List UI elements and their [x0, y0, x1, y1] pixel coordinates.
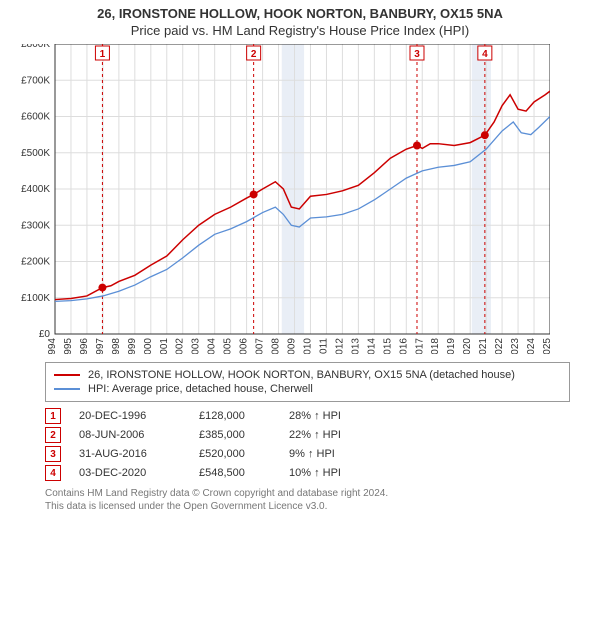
transaction-date: 03-DEC-2020: [79, 467, 199, 479]
transaction-price: £128,000: [199, 410, 289, 422]
transaction-date: 08-JUN-2006: [79, 429, 199, 441]
svg-text:2008: 2008: [271, 338, 282, 354]
transaction-row: 1 20-DEC-1996£128,00028% ↑ HPI: [45, 408, 570, 424]
svg-text:2010: 2010: [302, 338, 313, 354]
transaction-diff: 9% ↑ HPI: [289, 448, 389, 460]
transaction-badge: 2: [45, 427, 61, 443]
chart-area: £0£100K£200K£300K£400K£500K£600K£700K£80…: [10, 44, 590, 354]
chart-title-subtitle: Price paid vs. HM Land Registry's House …: [10, 23, 590, 38]
transaction-row: 3 31-AUG-2016£520,0009% ↑ HPI: [45, 446, 570, 462]
chart-title-address: 26, IRONSTONE HOLLOW, HOOK NORTON, BANBU…: [10, 6, 590, 21]
svg-text:2006: 2006: [239, 338, 250, 354]
transaction-badge: 4: [45, 465, 61, 481]
legend-item-hpi: HPI: Average price, detached house, Cher…: [54, 383, 561, 395]
svg-text:£400K: £400K: [21, 184, 50, 195]
svg-text:£600K: £600K: [21, 112, 50, 123]
svg-text:£800K: £800K: [21, 44, 50, 50]
svg-text:2014: 2014: [366, 338, 377, 354]
transaction-row: 4 03-DEC-2020£548,50010% ↑ HPI: [45, 465, 570, 481]
svg-text:1994: 1994: [47, 338, 58, 354]
svg-text:2000: 2000: [143, 338, 154, 354]
legend-label-hpi: HPI: Average price, detached house, Cher…: [88, 383, 313, 395]
svg-text:2022: 2022: [494, 338, 505, 354]
legend-item-property: 26, IRONSTONE HOLLOW, HOOK NORTON, BANBU…: [54, 369, 561, 381]
transaction-badge: 1: [45, 408, 61, 424]
svg-text:2002: 2002: [175, 338, 186, 354]
svg-text:2004: 2004: [207, 338, 218, 354]
legend-swatch-hpi: [54, 388, 80, 390]
footer-attribution: Contains HM Land Registry data © Crown c…: [45, 487, 570, 513]
svg-text:2025: 2025: [542, 338, 550, 354]
svg-text:2024: 2024: [526, 338, 537, 354]
legend-box: 26, IRONSTONE HOLLOW, HOOK NORTON, BANBU…: [45, 362, 570, 402]
svg-text:£700K: £700K: [21, 75, 50, 86]
svg-text:2023: 2023: [510, 338, 521, 354]
svg-text:2007: 2007: [255, 338, 266, 354]
svg-text:2005: 2005: [223, 338, 234, 354]
svg-text:2016: 2016: [398, 338, 409, 354]
footer-line1: Contains HM Land Registry data © Crown c…: [45, 487, 570, 500]
transaction-price: £548,500: [199, 467, 289, 479]
svg-text:2021: 2021: [478, 338, 489, 354]
svg-text:2015: 2015: [382, 338, 393, 354]
svg-text:1996: 1996: [79, 338, 90, 354]
svg-text:£100K: £100K: [21, 293, 50, 304]
svg-text:2003: 2003: [191, 338, 202, 354]
svg-text:2012: 2012: [334, 338, 345, 354]
svg-text:1999: 1999: [127, 338, 138, 354]
svg-text:4: 4: [482, 49, 488, 60]
transaction-diff: 28% ↑ HPI: [289, 410, 389, 422]
transaction-date: 31-AUG-2016: [79, 448, 199, 460]
svg-text:2013: 2013: [350, 338, 361, 354]
svg-text:2: 2: [251, 49, 257, 60]
legend-swatch-property: [54, 374, 80, 376]
transactions-table: 1 20-DEC-1996£128,00028% ↑ HPI 2 08-JUN-200…: [45, 408, 570, 481]
footer-line2: This data is licensed under the Open Gov…: [45, 500, 570, 513]
legend-label-property: 26, IRONSTONE HOLLOW, HOOK NORTON, BANBU…: [88, 369, 515, 381]
svg-text:3: 3: [414, 49, 420, 60]
transaction-row: 2 08-JUN-2006£385,00022% ↑ HPI: [45, 427, 570, 443]
svg-text:2001: 2001: [159, 338, 170, 354]
svg-text:£500K: £500K: [21, 148, 50, 159]
transaction-diff: 10% ↑ HPI: [289, 467, 389, 479]
svg-text:2009: 2009: [287, 338, 298, 354]
svg-text:£300K: £300K: [21, 220, 50, 231]
svg-text:1995: 1995: [63, 338, 74, 354]
price-chart-svg: £0£100K£200K£300K£400K£500K£600K£700K£80…: [10, 44, 550, 354]
transaction-badge: 3: [45, 446, 61, 462]
svg-text:2019: 2019: [446, 338, 457, 354]
svg-text:2018: 2018: [430, 338, 441, 354]
svg-text:1: 1: [100, 49, 106, 60]
svg-text:2017: 2017: [414, 338, 425, 354]
transaction-price: £385,000: [199, 429, 289, 441]
transaction-date: 20-DEC-1996: [79, 410, 199, 422]
svg-text:1997: 1997: [95, 338, 106, 354]
svg-text:£200K: £200K: [21, 257, 50, 268]
svg-text:2020: 2020: [462, 338, 473, 354]
transaction-diff: 22% ↑ HPI: [289, 429, 389, 441]
svg-text:1998: 1998: [111, 338, 122, 354]
transaction-price: £520,000: [199, 448, 289, 460]
svg-text:2011: 2011: [318, 338, 329, 354]
